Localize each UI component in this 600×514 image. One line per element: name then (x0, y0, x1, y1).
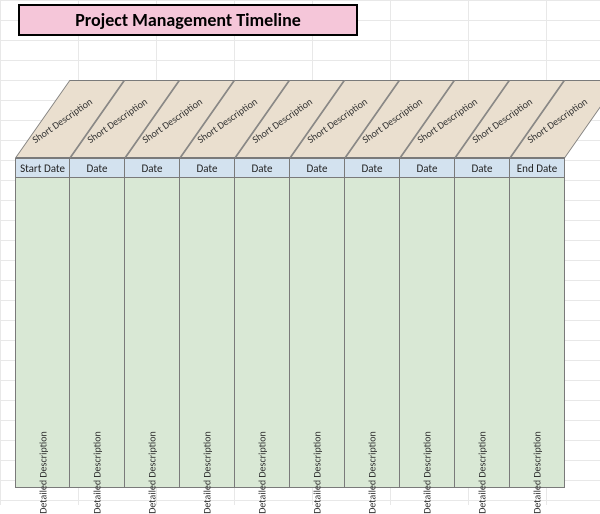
page-title: Project Management Timeline (75, 9, 301, 31)
body-cell[interactable]: Detailed Description (15, 178, 70, 488)
date-cell[interactable]: Date (180, 158, 235, 178)
date-cell[interactable]: End Date (510, 158, 565, 178)
title-box: Project Management Timeline (18, 4, 358, 36)
date-cell[interactable]: Date (455, 158, 510, 178)
diagonal-header-band: Short Description Short Description Shor… (15, 80, 565, 158)
body-label: Detailed Description (366, 431, 379, 514)
body-cell[interactable]: Detailed Description (125, 178, 180, 488)
date-label: Date (142, 162, 163, 175)
date-row: Start Date Date Date Date Date Date Date… (15, 158, 565, 178)
body-cell[interactable]: Detailed Description (290, 178, 345, 488)
date-label: End Date (517, 162, 557, 175)
date-label: Date (417, 162, 438, 175)
date-cell[interactable]: Date (290, 158, 345, 178)
body-cell[interactable]: Detailed Description (400, 178, 455, 488)
body-cell[interactable]: Detailed Description (455, 178, 510, 488)
date-cell[interactable]: Date (70, 158, 125, 178)
body-cell[interactable]: Detailed Description (70, 178, 125, 488)
body-label: Detailed Description (91, 431, 104, 514)
date-label: Date (197, 162, 218, 175)
body-row: Detailed Description Detailed Descriptio… (15, 178, 565, 488)
date-label: Date (252, 162, 273, 175)
date-cell[interactable]: Date (345, 158, 400, 178)
body-label: Detailed Description (476, 431, 489, 514)
date-cell[interactable]: Date (235, 158, 290, 178)
body-label: Detailed Description (311, 431, 324, 514)
body-cell[interactable]: Detailed Description (235, 178, 290, 488)
date-cell[interactable]: Date (125, 158, 180, 178)
date-label: Date (362, 162, 383, 175)
body-cell[interactable]: Detailed Description (180, 178, 235, 488)
body-label: Detailed Description (531, 431, 544, 514)
body-label: Detailed Description (201, 431, 214, 514)
body-label: Detailed Description (146, 431, 159, 514)
body-label: Detailed Description (36, 431, 49, 514)
date-label: Date (472, 162, 493, 175)
body-label: Detailed Description (256, 431, 269, 514)
date-label: Date (307, 162, 328, 175)
date-label: Date (87, 162, 108, 175)
body-label: Detailed Description (421, 431, 434, 514)
date-label: Start Date (20, 162, 65, 175)
date-cell[interactable]: Start Date (15, 158, 70, 178)
body-cell[interactable]: Detailed Description (510, 178, 565, 488)
date-cell[interactable]: Date (400, 158, 455, 178)
timeline-table: Short Description Short Description Shor… (15, 80, 565, 488)
body-cell[interactable]: Detailed Description (345, 178, 400, 488)
